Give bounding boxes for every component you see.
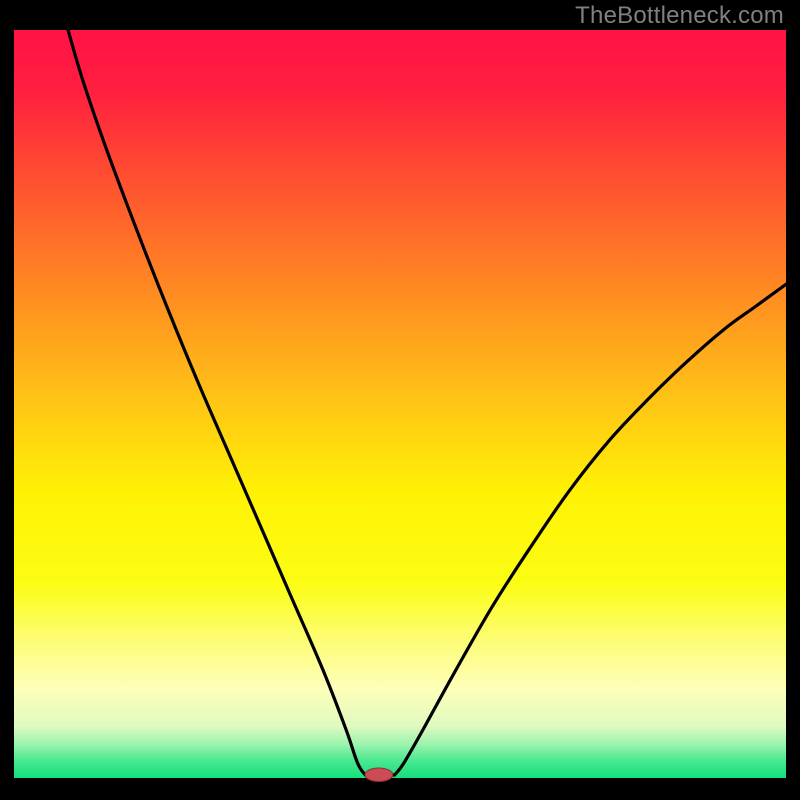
plot-area (14, 30, 786, 778)
watermark-text: TheBottleneck.com (575, 2, 784, 30)
bottleneck-curve (14, 30, 786, 778)
optimum-marker (363, 766, 395, 783)
chart-frame (0, 0, 800, 800)
